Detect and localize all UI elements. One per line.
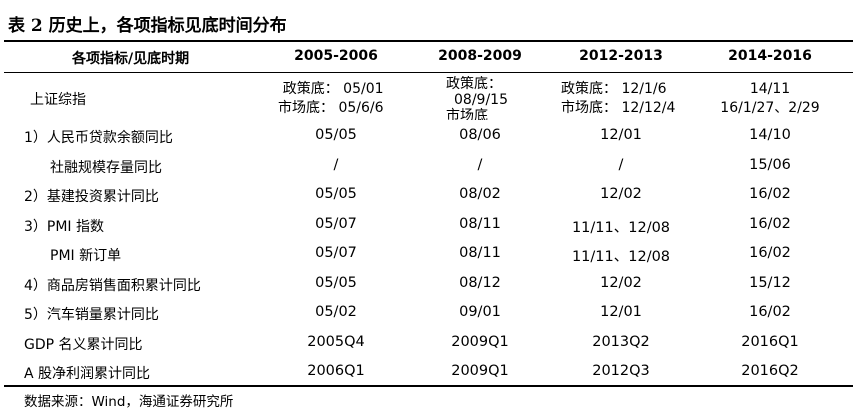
source-note: 数据来源：Wind，海通证券研究所	[24, 394, 234, 410]
header-period-4: 2014-2016	[728, 48, 812, 64]
header-rule	[4, 72, 853, 73]
table-cell: 09/01	[459, 304, 501, 320]
table-cell: 2016Q1	[741, 334, 799, 350]
table-cell: 16/02	[749, 216, 791, 232]
bottom-rule	[4, 385, 853, 387]
row-label: 4）商品房销售面积累计同比	[24, 278, 201, 294]
shanghai-p2: 政策底： 08/9/15 市场底	[440, 76, 550, 120]
shanghai-p4-line2: 16/1/27、2/29	[720, 100, 820, 116]
shanghai-p1: 政策底： 05/01 市场底： 05/6/6	[278, 80, 384, 118]
row-label: GDP 名义累计同比	[24, 337, 143, 353]
table-title: 表 2 历史上，各项指标见底时间分布	[8, 16, 287, 36]
table-cell: 2006Q1	[307, 363, 365, 379]
table-cell: /	[477, 157, 483, 173]
table-cell: 15/12	[749, 275, 791, 291]
table-cell: 12/02	[600, 186, 642, 202]
row-label-shanghai: 上证综指	[30, 92, 86, 108]
table-cell: 12/01	[600, 304, 642, 320]
row-label: 3）PMI 指数	[24, 219, 105, 235]
shanghai-p2-market: 市场底	[446, 108, 488, 120]
row-label: 社融规模存量同比	[50, 160, 162, 176]
row-label: 1）人民币贷款余额同比	[24, 130, 173, 146]
table-cell: 15/06	[749, 157, 791, 173]
table-cell: 05/05	[315, 275, 357, 291]
table-cell: 16/02	[749, 304, 791, 320]
table-cell: 08/02	[459, 186, 501, 202]
table-cell: 11/11、12/08	[571, 220, 671, 236]
table-cell: 16/02	[749, 245, 791, 261]
header-period-1: 2005-2006	[294, 48, 378, 64]
table-cell: 05/05	[315, 127, 357, 143]
shanghai-p3-market: 市场底： 12/12/4	[561, 100, 676, 116]
header-period-2: 2008-2009	[438, 48, 522, 64]
shanghai-p1-policy: 政策底： 05/01	[282, 81, 384, 97]
top-rule	[4, 40, 853, 42]
table-cell: 2012Q3	[592, 363, 650, 379]
shanghai-p4: 14/11 16/1/27、2/29	[720, 80, 819, 118]
table-cell: 2009Q1	[451, 334, 509, 350]
shanghai-p2-policy: 政策底：	[446, 76, 502, 92]
header-period-3: 2012-2013	[579, 48, 663, 64]
table-cell: /	[333, 157, 339, 173]
table-cell: 05/02	[315, 304, 357, 320]
table-cell: 16/02	[749, 186, 791, 202]
table-cell: 08/11	[459, 245, 501, 261]
table-cell: 05/07	[315, 245, 357, 261]
shanghai-p4-line1: 14/11	[749, 81, 791, 97]
row-label: 5）汽车销量累计同比	[24, 307, 159, 323]
table-cell: 08/06	[459, 127, 501, 143]
row-label: A 股净利润累计同比	[24, 366, 151, 382]
table-cell: 05/07	[315, 216, 357, 232]
row-label: 2）基建投资累计同比	[24, 189, 159, 205]
table-cell: 14/10	[749, 127, 791, 143]
shanghai-p3: 政策底： 12/1/6 市场底： 12/12/4	[561, 80, 675, 118]
table-cell: 2013Q2	[592, 334, 650, 350]
shanghai-p3-policy: 政策底： 12/1/6	[561, 81, 667, 97]
table-cell: 05/05	[315, 186, 357, 202]
table-cell: 12/02	[600, 275, 642, 291]
table-cell: 08/11	[459, 216, 501, 232]
shanghai-p1-market: 市场底： 05/6/6	[278, 100, 384, 116]
table-cell: 2016Q2	[741, 363, 799, 379]
table-cell: 2005Q4	[307, 334, 365, 350]
table-cell: 2009Q1	[451, 363, 509, 379]
table-cell: 11/11、12/08	[571, 249, 671, 265]
table-cell: 12/01	[600, 127, 642, 143]
table-cell: /	[618, 157, 624, 173]
row-label: PMI 新订单	[50, 248, 122, 264]
table-cell: 08/12	[459, 275, 501, 291]
shanghai-p2-value: 08/9/15	[454, 92, 508, 108]
header-label: 各项指标/见底时期	[72, 51, 190, 67]
